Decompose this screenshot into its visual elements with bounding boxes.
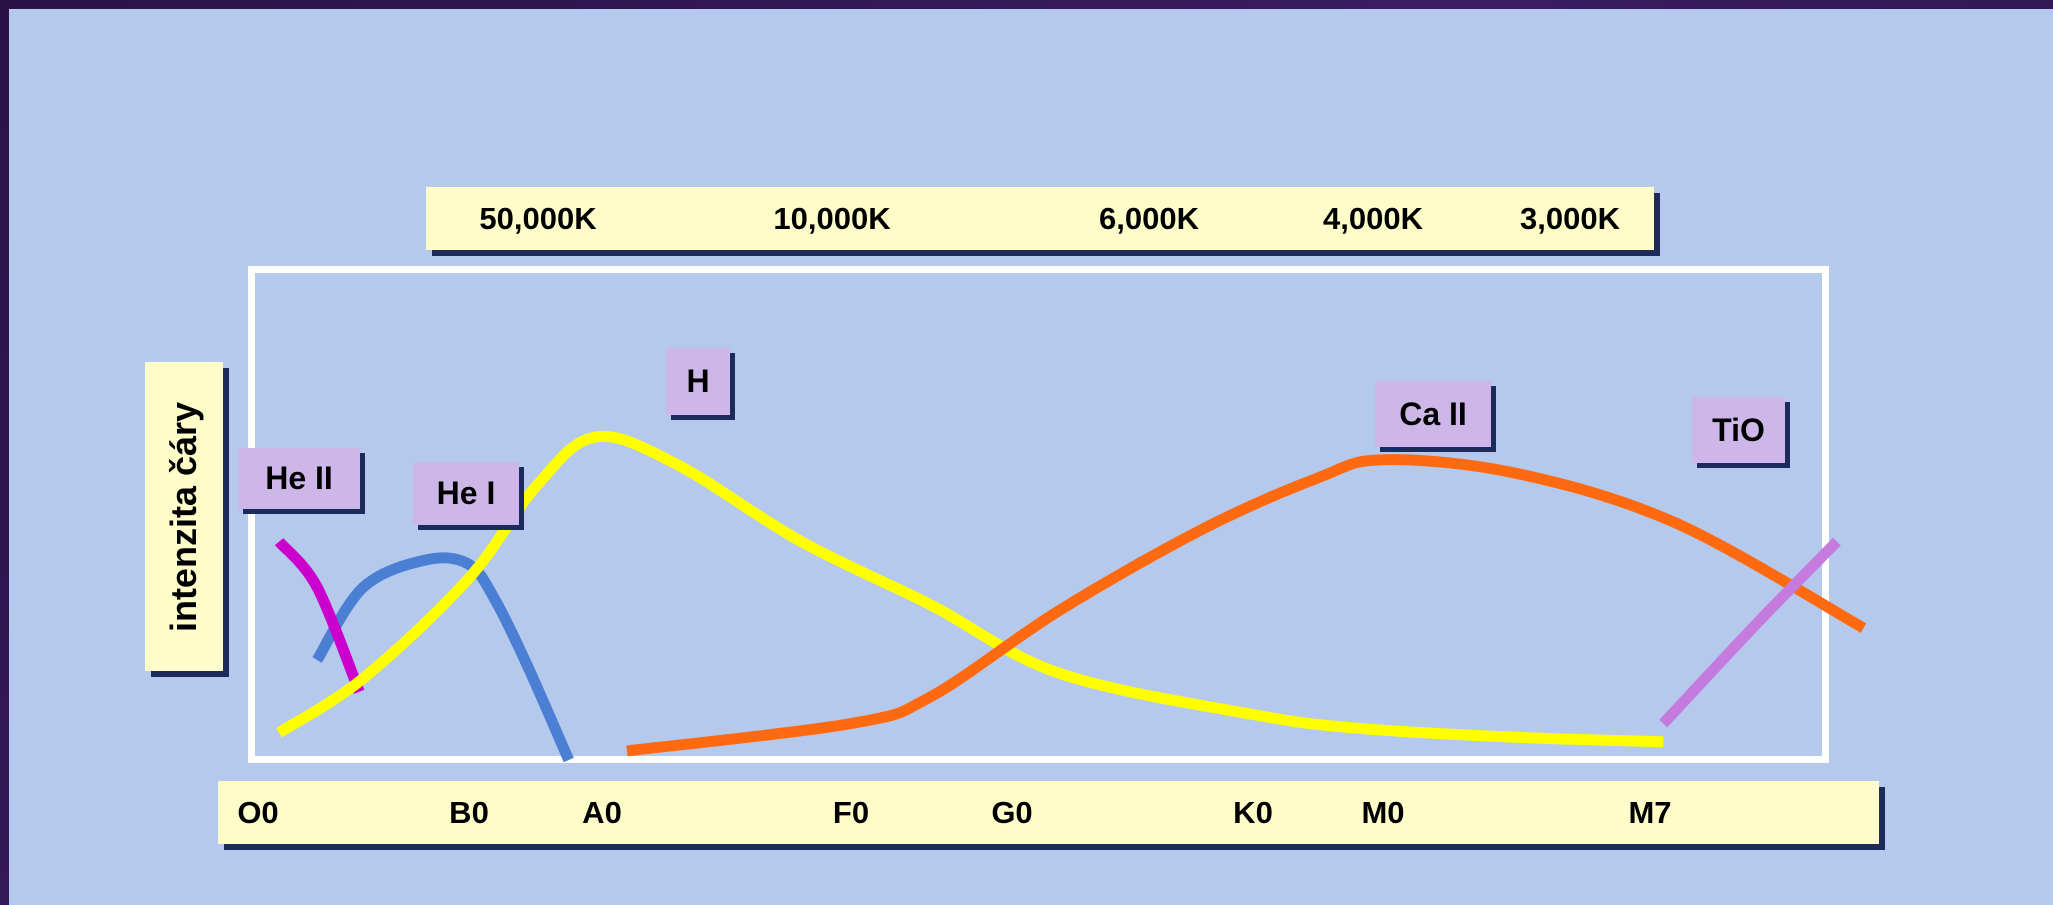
tick-label-a0: A0 <box>582 794 622 830</box>
series-label-tio: TiO <box>1692 397 1785 463</box>
tick-label-b0: B0 <box>449 794 489 830</box>
tick-label-10000k: 10,000K <box>773 200 891 236</box>
series-label-he-i: He I <box>413 462 519 525</box>
tick-label-m7: M7 <box>1628 794 1672 830</box>
series-line-he-i <box>312 552 574 763</box>
tick-label-6000k: 6,000K <box>1099 200 1199 236</box>
tick-label-4000k: 4,000K <box>1323 200 1423 236</box>
series-line-tio <box>1659 537 1841 728</box>
tick-label-k0: K0 <box>1233 794 1273 830</box>
plot-frame <box>248 266 1829 763</box>
tick-label-g0: G0 <box>991 794 1033 830</box>
tick-label-50000k: 50,000K <box>479 200 597 236</box>
temperature-axis: 50,000K 10,000K 6,000K 4,000K 3,000K <box>426 187 1654 250</box>
tick-label-3000k: 3,000K <box>1520 200 1620 236</box>
tick-label-f0: F0 <box>832 794 870 830</box>
tick-label-m0: M0 <box>1361 794 1405 830</box>
series-label-ca-ii: Ca II <box>1375 381 1491 447</box>
tick-label-o0: O0 <box>237 794 279 830</box>
y-axis-label-box: intenzita čáry <box>145 362 223 671</box>
spectral-class-axis: O0 B0 A0 F0 G0 K0 M0 M7 <box>218 781 1879 844</box>
series-label-h: H <box>666 348 730 415</box>
series-label-he-ii: He II <box>238 448 360 509</box>
series-line-ca-ii <box>626 454 1867 757</box>
series-line-h <box>276 430 1664 748</box>
series-line-he-ii <box>274 537 365 694</box>
